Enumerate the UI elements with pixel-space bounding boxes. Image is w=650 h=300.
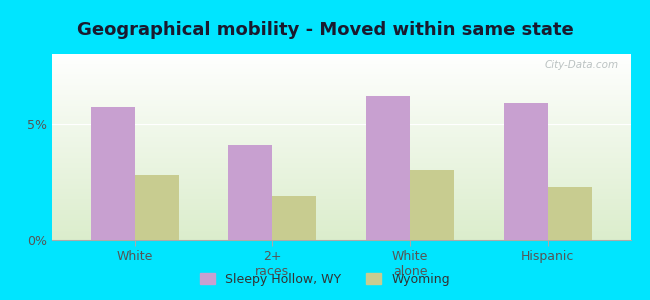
Bar bbox=[135, 175, 179, 240]
Bar bbox=[228, 145, 272, 240]
Bar bbox=[272, 196, 317, 240]
Bar bbox=[366, 96, 410, 240]
Bar bbox=[504, 103, 548, 240]
Bar bbox=[548, 187, 592, 240]
Text: Geographical mobility - Moved within same state: Geographical mobility - Moved within sam… bbox=[77, 21, 573, 39]
Bar bbox=[90, 107, 135, 240]
Bar bbox=[410, 170, 454, 240]
Text: City-Data.com: City-Data.com bbox=[545, 60, 619, 70]
Legend: Sleepy Hollow, WY, Wyoming: Sleepy Hollow, WY, Wyoming bbox=[195, 268, 455, 291]
